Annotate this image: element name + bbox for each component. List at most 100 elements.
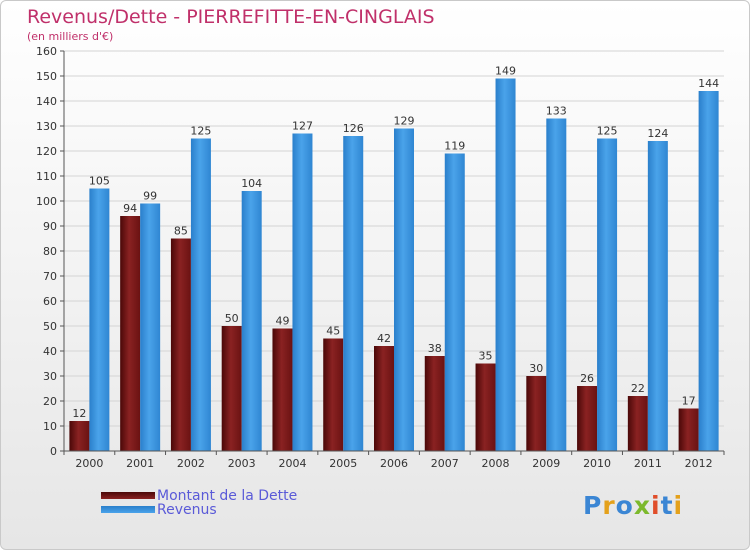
x-tick-label: 2006: [380, 457, 408, 470]
data-label-revenus: 126: [343, 122, 364, 135]
y-tick-label: 30: [43, 370, 57, 383]
data-label-dette: 42: [377, 332, 391, 345]
legend-item-dette: Montant de la Dette: [101, 487, 298, 504]
data-label-revenus: 125: [597, 125, 618, 138]
data-label-dette: 49: [275, 315, 289, 328]
x-tick-label: 2007: [431, 457, 459, 470]
y-tick-label: 90: [43, 220, 57, 233]
bar-revenus: [343, 136, 364, 451]
data-label-revenus: 129: [394, 115, 415, 128]
y-tick-label: 120: [36, 145, 57, 158]
data-label-dette: 38: [428, 342, 442, 355]
y-axis: 0 10 20 30 40 50 60 70 80 90 100 110 120 130 140 150 160: [36, 45, 65, 458]
y-tick-label: 20: [43, 395, 57, 408]
data-label-revenus: 127: [292, 120, 313, 133]
y-tick-label: 110: [36, 170, 57, 183]
data-label-revenus: 125: [190, 125, 211, 138]
bar-dette: [120, 216, 141, 451]
x-tick-label: 2012: [685, 457, 713, 470]
data-label-revenus: 149: [495, 65, 516, 78]
y-tick-label: 100: [36, 195, 57, 208]
data-label-revenus: 99: [143, 190, 157, 203]
bar-dette: [678, 408, 699, 451]
y-tick-label: 40: [43, 345, 57, 358]
data-label-dette: 17: [682, 395, 696, 408]
data-label-revenus: 144: [698, 77, 719, 90]
bar-revenus: [444, 153, 465, 451]
y-tick-label: 50: [43, 320, 57, 333]
data-label-revenus: 119: [444, 140, 465, 153]
legend-label-dette: Montant de la Dette: [157, 487, 298, 504]
x-axis: 2000 2001 2002 2003 2004 2005 2006 2007 2008 2009…: [63, 450, 725, 470]
logo-letter: i: [673, 491, 684, 520]
bar-revenus: [89, 188, 110, 451]
bar-dette: [577, 386, 598, 451]
bar-revenus: [698, 91, 719, 451]
bar-revenus: [292, 133, 313, 451]
bar-revenus: [597, 138, 618, 451]
chart-title: Revenus/Dette - PIERREFITTE-EN-CINGLAIS: [27, 6, 435, 28]
x-tick-label: 2004: [278, 457, 306, 470]
logo-letter: i: [651, 491, 661, 520]
logo-letter: r: [602, 491, 616, 520]
bar-dette: [374, 346, 394, 451]
data-label-dette: 26: [580, 372, 594, 385]
data-label-dette: 22: [631, 382, 645, 395]
logo-letter: P: [583, 491, 603, 520]
bar-revenus: [190, 138, 211, 451]
data-label-dette: 35: [479, 350, 493, 363]
x-tick-label: 2005: [329, 457, 357, 470]
bar-dette: [475, 363, 496, 451]
x-tick-label: 2009: [532, 457, 560, 470]
bar-revenus: [241, 191, 262, 451]
data-label-revenus: 124: [647, 127, 668, 140]
bar-dette: [323, 338, 344, 451]
x-tick-label: 2010: [583, 457, 611, 470]
bar-dette: [221, 326, 242, 451]
data-label-revenus: 133: [546, 105, 567, 118]
x-tick-label: 2001: [126, 457, 154, 470]
bars: 12 105 94 99 85 125 50 104 49 127 45 126 42 129 38 119 3…: [69, 65, 719, 451]
data-label-dette: 45: [326, 325, 340, 338]
y-tick-label: 60: [43, 295, 57, 308]
logo-letter: o: [615, 491, 634, 520]
data-label-revenus: 105: [89, 175, 110, 188]
x-tick-label: 2003: [228, 457, 256, 470]
legend-item-revenus: Revenus: [101, 501, 217, 518]
proxiti-logo: Proxiti: [583, 491, 683, 520]
y-tick-label: 0: [50, 445, 57, 458]
logo-letter: t: [660, 491, 674, 520]
bar-dette: [272, 328, 293, 451]
bar-revenus: [140, 203, 161, 451]
logo-letter: x: [633, 491, 651, 520]
x-tick-label: 2002: [177, 457, 205, 470]
bar-dette: [424, 356, 445, 451]
y-tick-label: 160: [36, 45, 57, 58]
x-tick-label: 2011: [634, 457, 662, 470]
bar-dette: [170, 238, 191, 451]
data-label-dette: 50: [225, 312, 239, 325]
x-tick-label: 2008: [482, 457, 510, 470]
legend-label-revenus: Revenus: [157, 501, 217, 518]
bar-revenus: [394, 128, 414, 451]
y-tick-label: 70: [43, 270, 57, 283]
bar-revenus: [495, 78, 516, 451]
legend-swatch-dette: [101, 492, 155, 499]
y-tick-label: 140: [36, 95, 57, 108]
bar-dette: [627, 396, 648, 451]
chart-subtitle: (en milliers d'€): [27, 30, 114, 43]
data-label-dette: 85: [174, 225, 188, 238]
legend-swatch-revenus: [101, 506, 155, 513]
y-tick-label: 80: [43, 245, 57, 258]
y-tick-label: 10: [43, 420, 57, 433]
x-tick-label: 2000: [75, 457, 103, 470]
data-label-revenus: 104: [241, 177, 262, 190]
bar-revenus: [546, 118, 567, 451]
data-label-dette: 12: [72, 407, 86, 420]
data-label-dette: 30: [529, 362, 543, 375]
bar-dette: [526, 376, 547, 451]
bar-revenus: [647, 141, 668, 451]
y-tick-label: 130: [36, 120, 57, 133]
